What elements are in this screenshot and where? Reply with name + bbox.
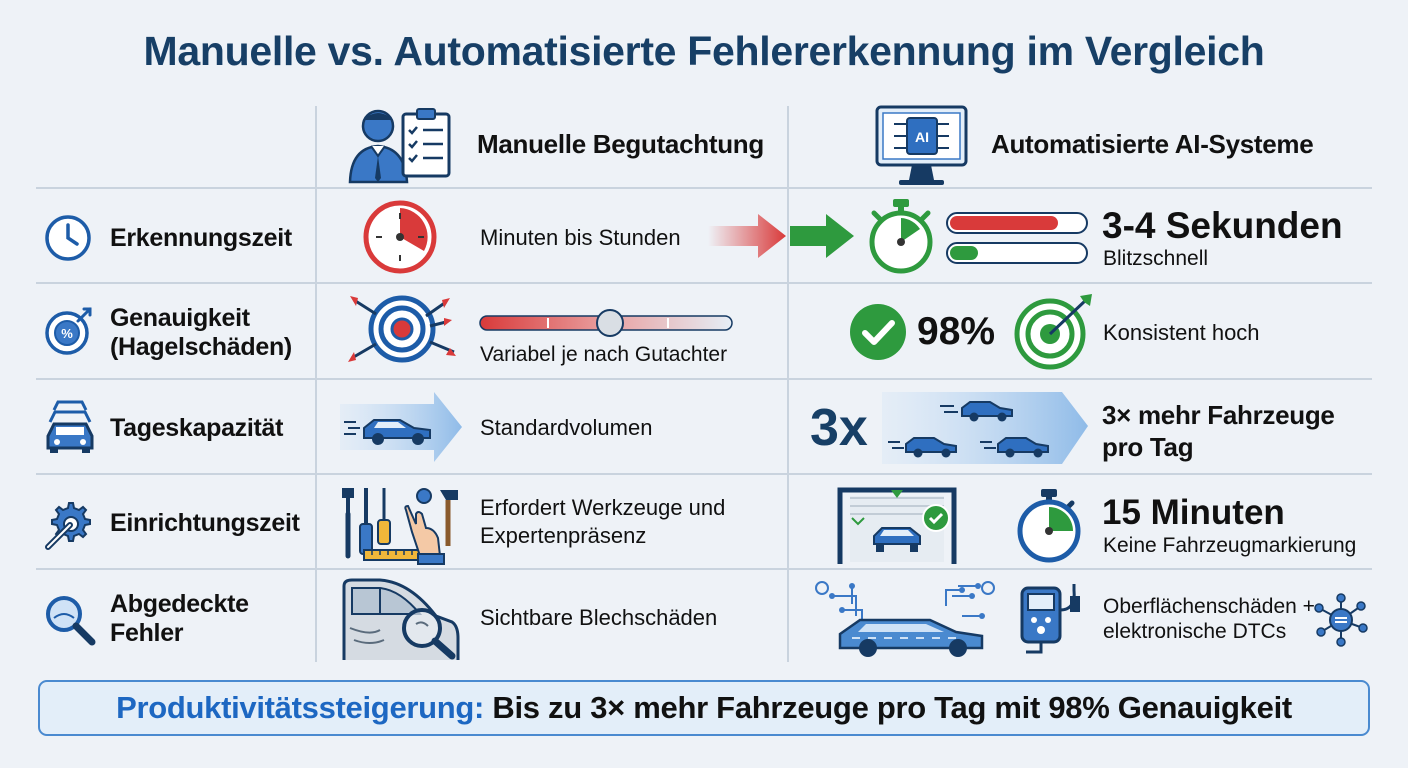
svg-text:%: % (61, 326, 73, 341)
column-header-ai: Automatisierte AI-Systeme (991, 129, 1314, 159)
row-divider (36, 568, 1372, 570)
column-divider-left (315, 106, 317, 662)
ai-sub-value: Keine Fahrzeugmarkierung (1103, 534, 1357, 557)
manual-value: Minuten bis Stunden (480, 225, 681, 250)
stopwatch-icon (1017, 489, 1081, 563)
target-percent-icon: % (45, 307, 92, 355)
banner-text: Bis zu 3× mehr Fahrzeuge pro Tag mit 98%… (492, 690, 1292, 725)
car-magnifier-icon (342, 578, 460, 660)
ai-sub-value: Oberflächenschäden + elektronische DTCs (1103, 595, 1315, 643)
green-stopwatch-icon (869, 199, 933, 274)
summary-banner: Produktivitätssteigerung: Bis zu 3× mehr… (38, 680, 1370, 736)
inspector-clipboard-icon (348, 108, 451, 184)
row-divider (36, 187, 1372, 189)
network-icon (1314, 593, 1368, 647)
green-target-icon (1014, 294, 1092, 370)
cars-arrow-icon (882, 392, 1088, 464)
obd-scanner-icon (1020, 584, 1080, 654)
circuit-car-icon (815, 581, 995, 657)
cars-stack-icon (46, 400, 94, 453)
ai-monitor-icon: AI (875, 105, 968, 185)
page-title: Manuelle vs. Automatisierte Fehlererkenn… (143, 28, 1265, 74)
manual-value: Variabel je nach Gutachter (480, 343, 728, 366)
ai-main-value: 15 Minuten (1102, 493, 1285, 532)
row-label: Einrichtungszeit (110, 509, 300, 537)
variability-slider (479, 309, 733, 337)
gear-wrench-icon (45, 502, 91, 550)
banner-lead: Produktivitätssteigerung: (116, 690, 485, 725)
ai-sub-value: Blitzschnell (1103, 247, 1209, 270)
ai-sub-value: Konsistent hoch (1103, 320, 1260, 345)
ai-sub-value: 3× mehr Fahrzeuge pro Tag (1102, 400, 1335, 462)
speed-comparison-bars (946, 212, 1088, 264)
manual-value: Sichtbare Blechschäden (480, 605, 718, 630)
green-check-icon (850, 304, 906, 360)
row-label: Erkennungszeit (110, 224, 292, 252)
ai-main-value: 3-4 Sekunden (1102, 205, 1343, 246)
tools-icon (342, 488, 458, 565)
ai-main-value: 3x (810, 399, 868, 457)
clock-icon (45, 215, 91, 261)
car-arrow-icon (340, 392, 462, 462)
manual-value: Erfordert Werkzeuge und Expertenpräsenz (480, 495, 726, 548)
column-header-manual: Manuelle Begutachtung (477, 129, 764, 159)
dart-target-icon (348, 295, 456, 363)
row-label: Abgedeckte Fehler (110, 590, 249, 647)
column-divider-right (787, 106, 789, 662)
row-label: Tageskapazität (110, 414, 284, 442)
row-label: Genauigkeit (Hagelschäden) (110, 304, 292, 361)
manual-value: Standardvolumen (480, 415, 653, 440)
red-clock-icon (363, 200, 437, 274)
ai-chip-label: AI (915, 129, 929, 145)
row-divider (36, 378, 1372, 380)
scan-gate-icon (837, 487, 957, 564)
row-divider (36, 282, 1372, 284)
magnifier-icon (46, 596, 96, 646)
ai-main-value: 98% (917, 310, 996, 353)
row-divider (36, 473, 1372, 475)
arrows-icon (708, 214, 854, 258)
